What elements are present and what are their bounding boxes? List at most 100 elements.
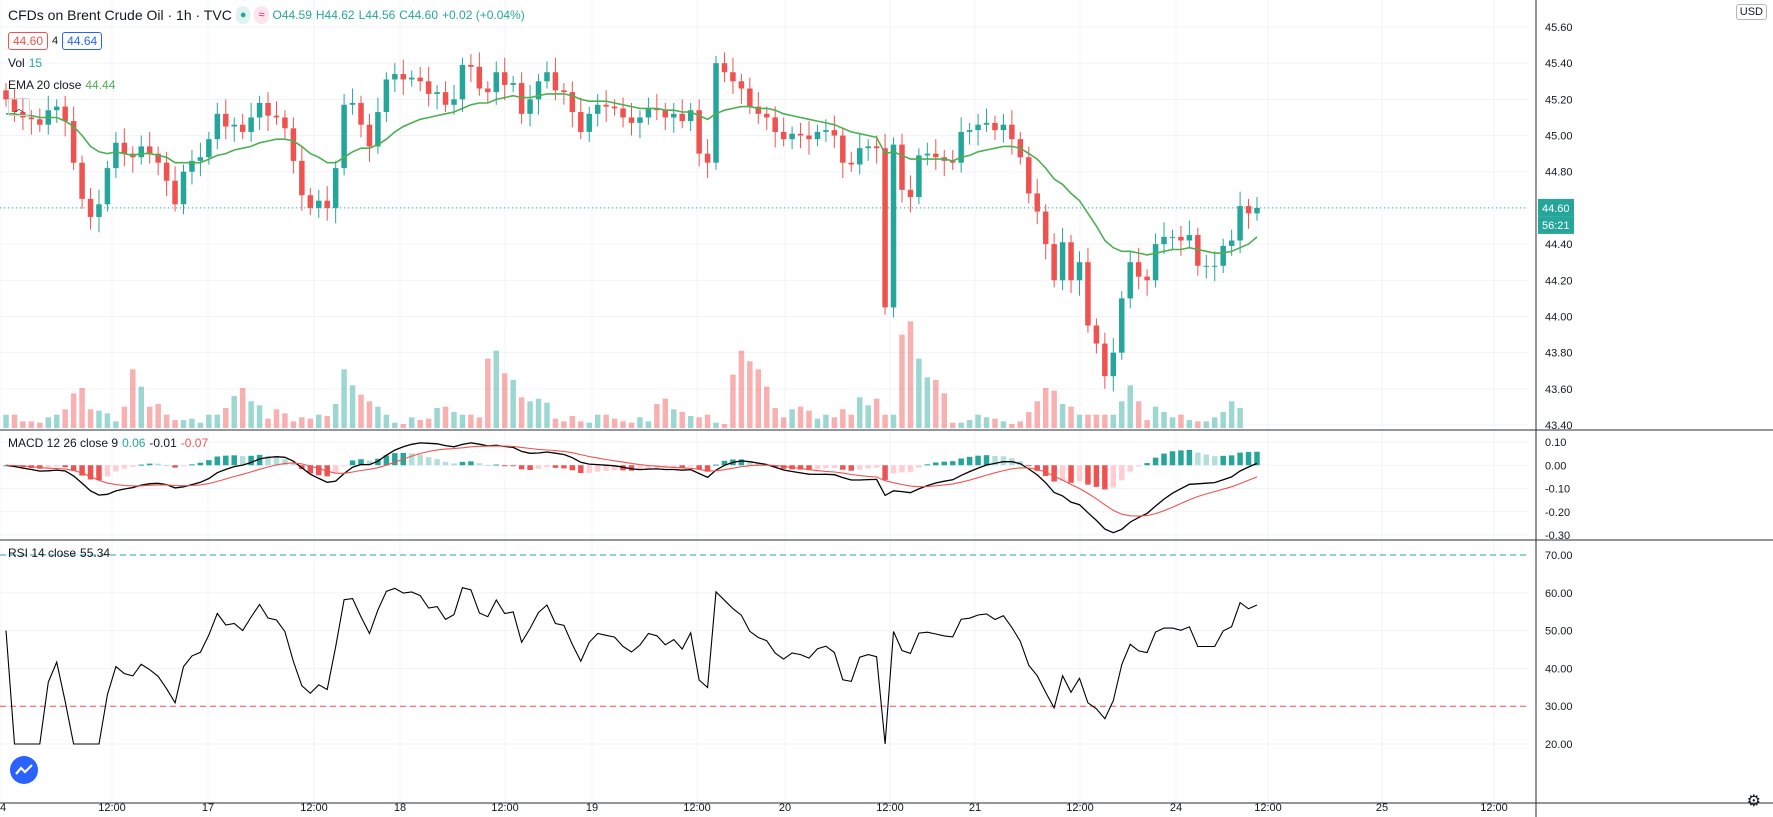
vol-legend[interactable]: Vol 15 bbox=[8, 56, 42, 70]
macd-histogram-bar bbox=[180, 465, 187, 467]
candle-body bbox=[916, 155, 922, 198]
volume-bar bbox=[747, 361, 753, 428]
volume-bar bbox=[307, 418, 314, 428]
candle-body bbox=[603, 104, 609, 107]
approx-icon[interactable]: ≈ bbox=[254, 6, 269, 24]
currency-button[interactable]: USD bbox=[1735, 4, 1767, 20]
macd-histogram-bar bbox=[1203, 454, 1210, 466]
candle-body bbox=[899, 144, 905, 190]
candle-body bbox=[307, 195, 314, 208]
candle-body bbox=[831, 130, 838, 136]
candle-body bbox=[924, 153, 931, 156]
volume-bar bbox=[392, 422, 398, 428]
volume-bar bbox=[121, 406, 128, 428]
rsi-legend[interactable]: RSI 14 close 55.34 bbox=[8, 546, 110, 560]
macd-histogram-bar bbox=[1195, 452, 1201, 466]
volume-bar bbox=[1076, 414, 1083, 428]
candle-body bbox=[755, 106, 762, 114]
candle-body bbox=[933, 153, 939, 158]
macd-histogram-bar bbox=[578, 465, 584, 473]
macd-histogram-bar bbox=[70, 465, 77, 471]
volume-bar bbox=[1034, 401, 1040, 428]
volume-bar bbox=[975, 414, 981, 428]
macd-tick-label: 0.10 bbox=[1545, 437, 1566, 449]
volume-bar bbox=[966, 420, 973, 428]
volume-bar bbox=[721, 424, 728, 428]
price-tick-label: 44.00 bbox=[1545, 311, 1573, 323]
ema-legend[interactable]: EMA 20 close 44.44 bbox=[8, 78, 115, 92]
macd-histogram-bar bbox=[831, 465, 838, 468]
countdown-tag bbox=[1538, 216, 1574, 234]
volume-bar bbox=[451, 412, 457, 428]
candle-body bbox=[730, 72, 736, 82]
volume-bar bbox=[1102, 414, 1108, 428]
candle-body bbox=[620, 108, 626, 118]
candle-body bbox=[518, 83, 525, 114]
volume-bar bbox=[578, 421, 584, 428]
volume-bar bbox=[62, 409, 68, 428]
candle-body bbox=[873, 146, 880, 149]
candle-body bbox=[408, 77, 415, 80]
macd-histogram-bar bbox=[510, 465, 516, 467]
macd-histogram-bar bbox=[1102, 465, 1108, 490]
candle-body bbox=[1237, 206, 1243, 241]
volume-bar bbox=[113, 421, 119, 428]
volume-bar bbox=[569, 416, 576, 428]
volume-bar bbox=[501, 373, 508, 428]
collapse-legend-button[interactable]: ︿ bbox=[8, 98, 30, 116]
macd-histogram-bar bbox=[113, 465, 119, 472]
market-status-icon[interactable]: ● bbox=[235, 6, 251, 24]
macd-histogram-bar bbox=[1068, 465, 1074, 483]
volume-bar bbox=[53, 414, 60, 428]
volume-bar bbox=[273, 409, 280, 428]
vol-value: 15 bbox=[28, 56, 43, 70]
candle-body bbox=[324, 200, 330, 208]
candle-body bbox=[1042, 211, 1049, 245]
rsi-tick-label: 40.00 bbox=[1545, 663, 1573, 675]
volume-bar bbox=[856, 397, 863, 428]
macd-histogram-bar bbox=[408, 453, 415, 466]
macd-histogram-bar bbox=[645, 465, 652, 469]
volume-bar bbox=[214, 414, 221, 428]
last-price-label: 44.60 bbox=[1542, 203, 1570, 215]
macd-histogram-bar bbox=[341, 465, 347, 467]
candle-body bbox=[1076, 262, 1083, 281]
time-tick-label: 12:00 bbox=[1066, 802, 1094, 814]
volume-bar bbox=[1220, 412, 1226, 428]
candle-body bbox=[1203, 265, 1210, 267]
candle-body bbox=[704, 153, 711, 163]
tradingview-logo-icon[interactable] bbox=[10, 756, 38, 784]
candle-body bbox=[256, 102, 263, 118]
volume-bar bbox=[1152, 406, 1159, 428]
price-tick-label: 45.40 bbox=[1545, 58, 1573, 70]
candle-body bbox=[1127, 262, 1133, 299]
gear-icon[interactable]: ⚙ bbox=[1746, 793, 1761, 810]
candle-body bbox=[747, 88, 753, 107]
macd-histogram-bar bbox=[485, 464, 491, 466]
volume-bar bbox=[256, 405, 263, 428]
volume-bar bbox=[603, 414, 609, 428]
volume-bar bbox=[1144, 420, 1150, 428]
macd-histogram-bar bbox=[1245, 451, 1252, 466]
sell-price-button[interactable]: 44.60 bbox=[8, 32, 49, 50]
macd-histogram-bar bbox=[104, 465, 111, 477]
symbol-title[interactable]: CFDs on Brent Crude Oil · 1h · TVC bbox=[8, 7, 232, 23]
chevron-up-icon: ︿ bbox=[14, 103, 24, 115]
macd-histogram-bar bbox=[671, 465, 677, 468]
volume-bar bbox=[941, 393, 947, 428]
candle-body bbox=[975, 124, 981, 131]
buy-price-button[interactable]: 44.64 bbox=[62, 32, 103, 50]
volume-bar bbox=[11, 414, 18, 428]
candle-body bbox=[797, 133, 804, 136]
candle-body bbox=[628, 117, 635, 123]
candle-body bbox=[510, 83, 516, 85]
macd-legend[interactable]: MACD 12 26 close 9 0.06 -0.01 -0.07 bbox=[8, 436, 208, 450]
macd-histogram-bar bbox=[1085, 465, 1091, 485]
candle-body bbox=[654, 108, 660, 111]
macd-histogram-bar bbox=[865, 465, 871, 469]
candle-body bbox=[214, 113, 221, 140]
candle-body bbox=[1135, 262, 1142, 277]
macd-histogram-bar bbox=[62, 465, 68, 468]
volume-bar bbox=[104, 413, 111, 428]
